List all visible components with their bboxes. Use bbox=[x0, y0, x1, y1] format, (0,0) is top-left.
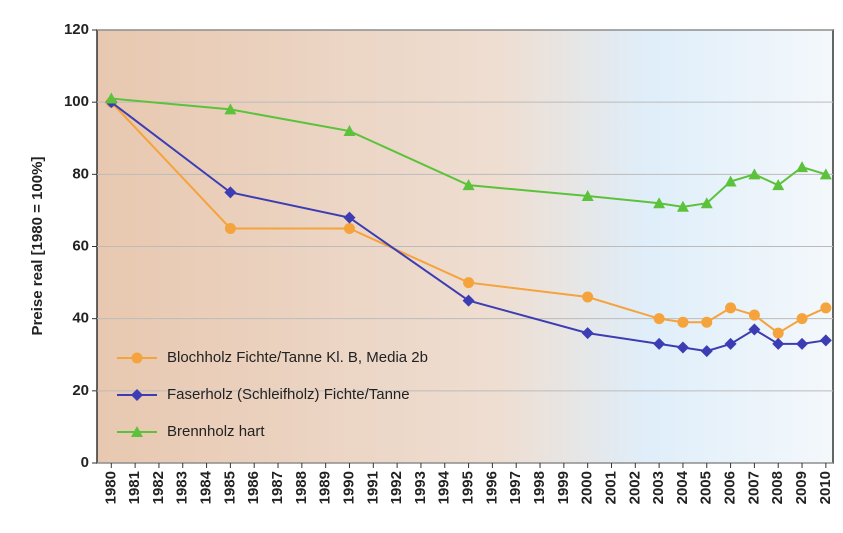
data-point bbox=[725, 302, 737, 314]
data-point bbox=[224, 186, 237, 199]
data-point bbox=[748, 323, 761, 336]
x-tick-label: 1990 bbox=[340, 471, 357, 504]
legend-label: Brennholz hart bbox=[167, 423, 265, 440]
x-tick-label: 1981 bbox=[126, 471, 143, 504]
y-tick-label: 20 bbox=[72, 382, 89, 399]
data-point bbox=[796, 313, 808, 325]
x-tick-label: 1980 bbox=[102, 471, 119, 504]
data-point bbox=[772, 337, 785, 350]
legend-marker bbox=[131, 426, 143, 437]
data-point bbox=[676, 200, 689, 212]
y-tick-label: 40 bbox=[72, 310, 89, 327]
data-point bbox=[224, 103, 237, 115]
x-tick-label: 2001 bbox=[602, 471, 619, 504]
data-point bbox=[677, 316, 689, 328]
data-point bbox=[796, 337, 809, 350]
data-point bbox=[701, 316, 713, 328]
x-tick-label: 2004 bbox=[674, 470, 691, 504]
x-tick-label: 2009 bbox=[793, 471, 810, 504]
data-point bbox=[819, 334, 832, 347]
x-tick-label: 2006 bbox=[722, 471, 739, 504]
data-point bbox=[105, 92, 118, 104]
data-point bbox=[676, 341, 689, 354]
legend-label: Blochholz Fichte/Tanne Kl. B, Media 2b bbox=[167, 349, 428, 366]
legend-marker bbox=[131, 352, 143, 364]
data-point bbox=[748, 309, 760, 321]
data-point bbox=[819, 168, 832, 180]
x-tick-label: 1986 bbox=[245, 471, 262, 504]
data-point bbox=[772, 179, 785, 191]
data-point bbox=[700, 197, 713, 209]
legend-marker bbox=[131, 389, 143, 401]
data-point bbox=[796, 161, 809, 173]
data-point bbox=[581, 189, 594, 201]
x-tick-label: 1994 bbox=[436, 470, 453, 504]
data-point bbox=[224, 222, 236, 234]
x-tick-label: 1998 bbox=[531, 471, 548, 504]
y-axis-label: Preise real [1980 = 100%] bbox=[29, 157, 46, 336]
x-tick-label: 1989 bbox=[317, 471, 334, 504]
data-point bbox=[462, 294, 475, 307]
data-point bbox=[343, 222, 355, 234]
x-tick-label: 2007 bbox=[745, 471, 762, 504]
data-point bbox=[463, 277, 475, 289]
x-tick-label: 1983 bbox=[174, 471, 191, 504]
y-tick-label: 0 bbox=[81, 454, 89, 471]
data-point bbox=[653, 197, 666, 209]
data-point bbox=[343, 211, 356, 224]
x-tick-label: 1982 bbox=[150, 471, 167, 504]
data-point bbox=[724, 175, 737, 187]
x-tick-label: 2005 bbox=[698, 471, 715, 504]
x-tick-label: 1997 bbox=[507, 471, 524, 504]
data-point bbox=[748, 168, 761, 180]
data-point bbox=[582, 291, 594, 303]
x-tick-label: 1984 bbox=[198, 470, 215, 504]
data-point bbox=[700, 345, 713, 358]
data-point bbox=[724, 337, 737, 350]
x-tick-label: 1999 bbox=[555, 471, 572, 504]
y-tick-label: 120 bbox=[64, 21, 89, 38]
data-point bbox=[653, 313, 665, 325]
x-tick-label: 1992 bbox=[388, 471, 405, 504]
data-point bbox=[820, 302, 832, 314]
x-tick-label: 1988 bbox=[293, 471, 310, 504]
data-point bbox=[653, 337, 666, 350]
x-tick-label: 1995 bbox=[460, 471, 477, 504]
y-tick-label: 60 bbox=[72, 237, 89, 254]
x-tick-label: 1993 bbox=[412, 471, 429, 504]
x-tick-label: 2010 bbox=[817, 471, 834, 504]
legend-label: Faserholz (Schleifholz) Fichte/Tanne bbox=[167, 386, 410, 403]
x-tick-label: 1987 bbox=[269, 471, 286, 504]
data-point bbox=[343, 125, 356, 137]
data-point bbox=[462, 179, 475, 191]
y-tick-label: 100 bbox=[64, 93, 89, 110]
x-tick-label: 1991 bbox=[364, 471, 381, 504]
x-tick-label: 2002 bbox=[626, 471, 643, 504]
y-tick-label: 80 bbox=[72, 165, 89, 182]
x-tick-label: 2008 bbox=[769, 471, 786, 504]
data-point bbox=[581, 327, 594, 340]
data-point bbox=[772, 327, 784, 339]
x-tick-label: 1996 bbox=[483, 471, 500, 504]
x-tick-label: 2000 bbox=[579, 471, 596, 504]
x-tick-label: 2003 bbox=[650, 471, 667, 504]
x-tick-label: 1985 bbox=[221, 471, 238, 504]
